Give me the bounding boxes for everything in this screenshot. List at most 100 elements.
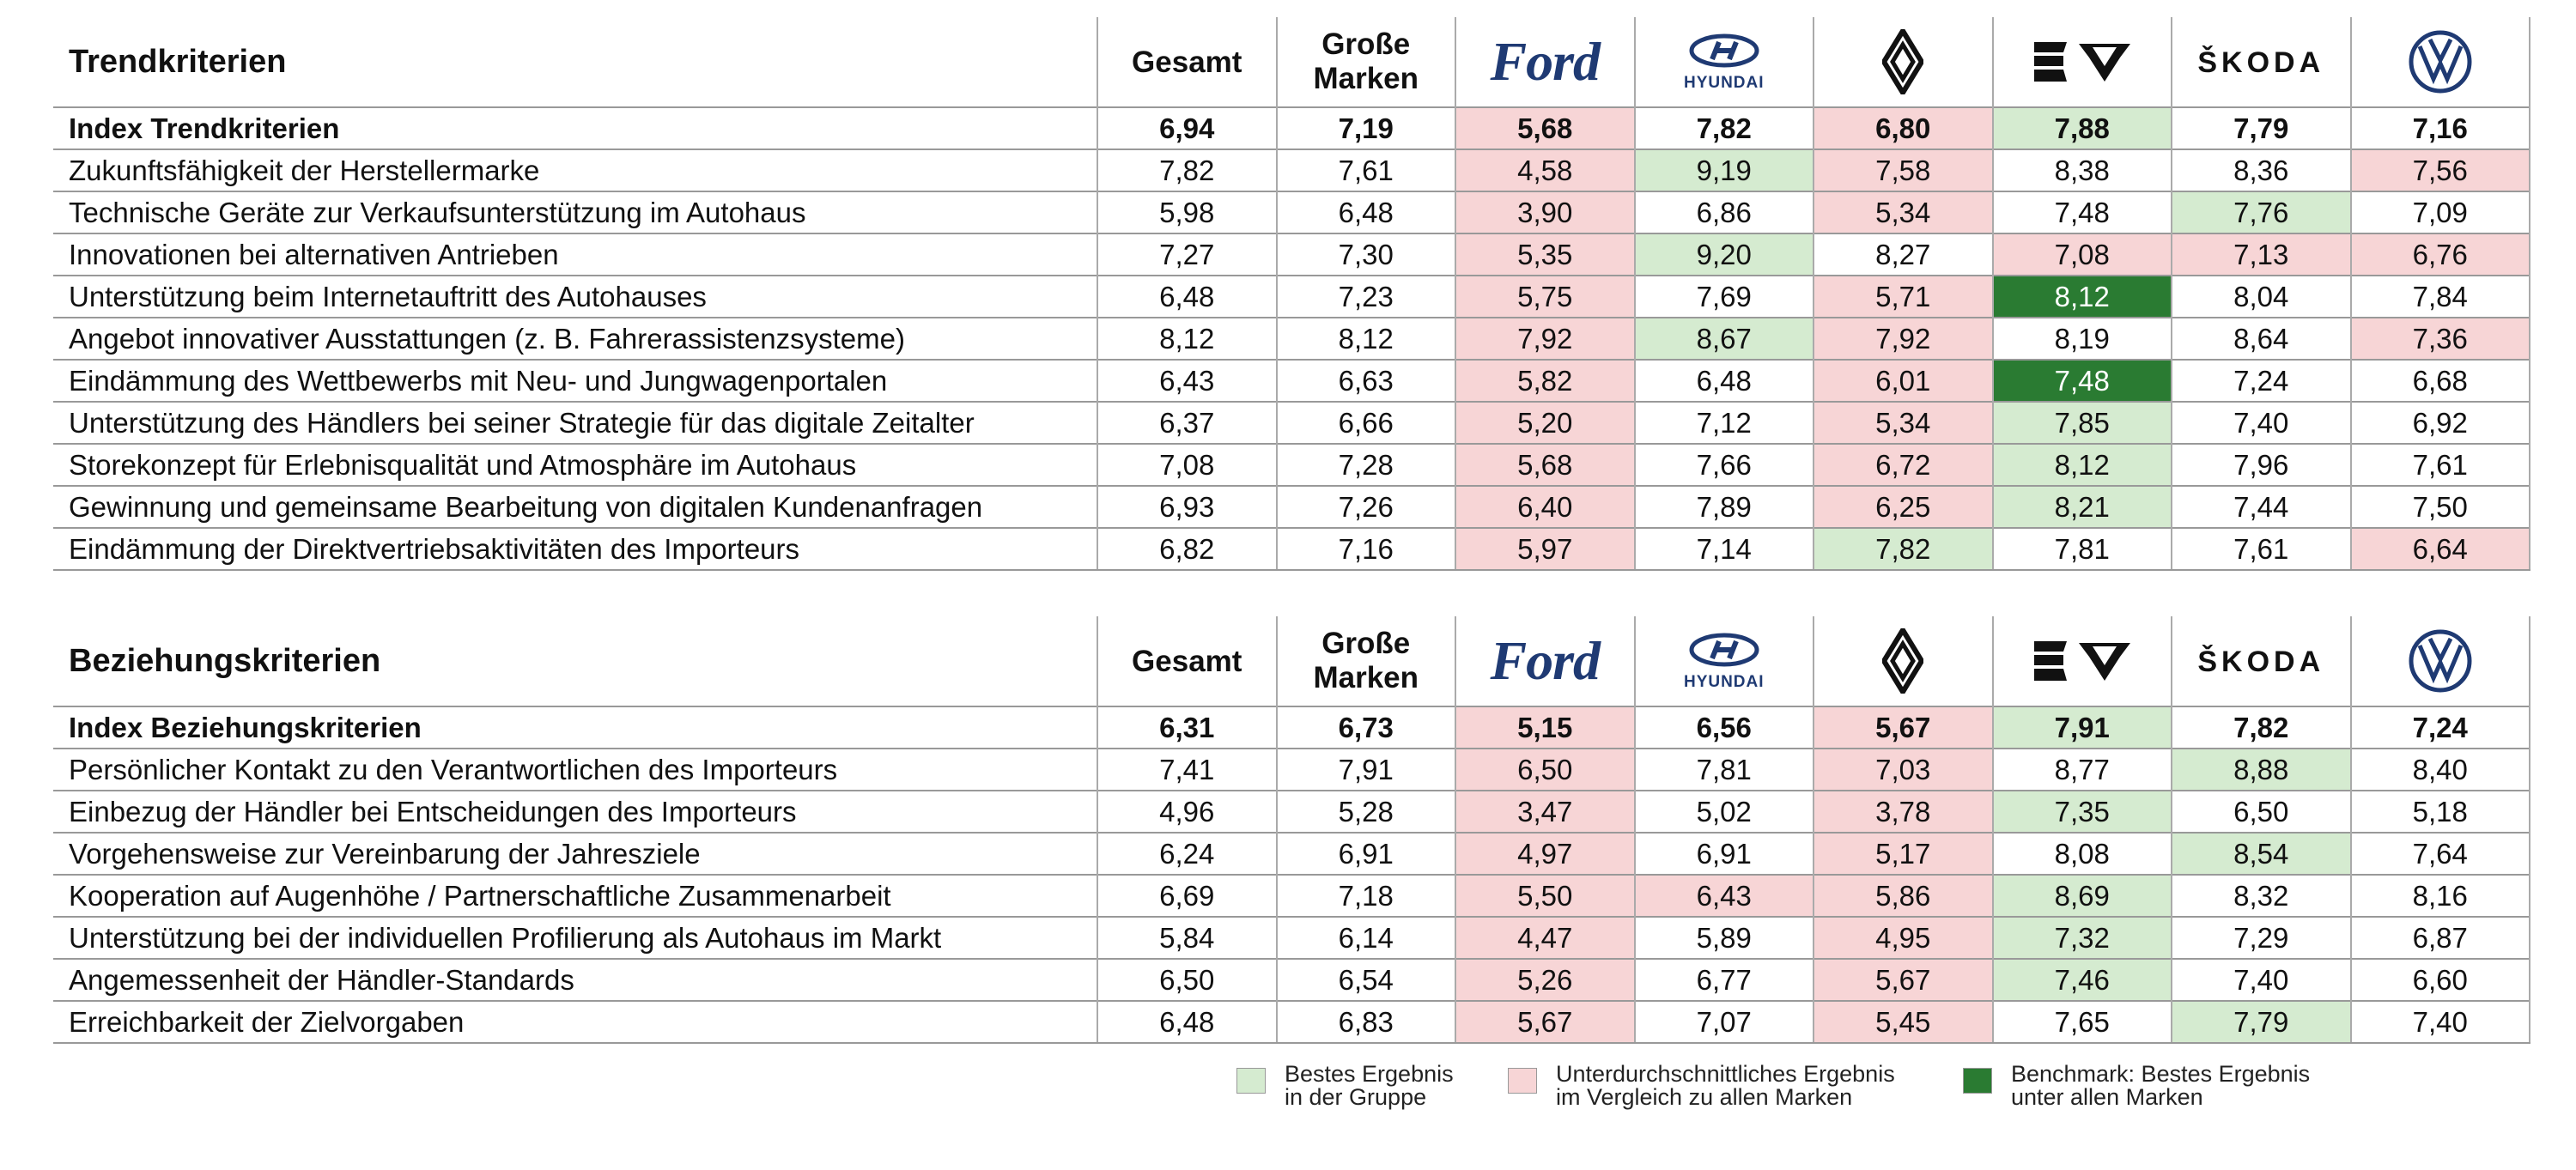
value-cell: 8,12 <box>1275 317 1455 360</box>
value-cell: 5,17 <box>1813 832 1993 875</box>
value-cell: 7,28 <box>1275 443 1455 486</box>
table-row: Erreichbarkeit der Zielvorgaben 6,48 6,83 5… <box>53 1000 2530 1044</box>
value-cell: 7,69 <box>1633 275 1814 318</box>
value-cell: 8,69 <box>1991 874 2172 917</box>
value-cell: 5,97 <box>1455 527 1635 571</box>
value-cell: 7,35 <box>1991 790 2172 833</box>
value-cell: 5,45 <box>1813 1000 1993 1044</box>
seat-cupra-icon <box>2033 42 2130 82</box>
value-cell: 7,85 <box>1991 401 2172 444</box>
table-row: Eindämmung des Wettbewerbs mit Neu- und … <box>53 359 2530 402</box>
value-cell: 6,48 <box>1275 191 1455 233</box>
legend-swatch-red <box>1508 1068 1537 1094</box>
row-label: Eindämmung der Direktvertriebsaktivitäte… <box>53 527 1097 571</box>
legend-label: Benchmark: Bestes Ergebnis unter allen Ma… <box>2011 1063 2310 1109</box>
value-cell: 6,86 <box>1633 191 1814 233</box>
trend-criteria-table: Trendkriterien Gesamt Große Marken Ford H… <box>53 17 2530 571</box>
value-cell: 6,60 <box>2349 958 2530 1001</box>
value-cell: 6,50 <box>1097 958 1277 1001</box>
header-grosse-line1: Große <box>1321 27 1411 61</box>
value-cell: 7,14 <box>1633 527 1814 571</box>
value-cell: 7,08 <box>1097 443 1277 486</box>
value-cell: 7,79 <box>2171 1000 2351 1044</box>
value-cell: 6,73 <box>1275 706 1455 749</box>
table-row: Vorgehensweise zur Vereinbarung der Jahr… <box>53 832 2530 875</box>
value-cell: 6,94 <box>1097 106 1277 149</box>
value-cell: 6,68 <box>2349 359 2530 402</box>
table-row: Persönlicher Kontakt zu den Verantwortli… <box>53 748 2530 791</box>
value-cell: 8,04 <box>2171 275 2351 318</box>
table-row: Zukunftsfähigkeit der Herstellermarke 7,8… <box>53 149 2530 191</box>
value-cell: 6,66 <box>1275 401 1455 444</box>
value-cell: 8,88 <box>2171 748 2351 791</box>
value-cell: 6,48 <box>1097 275 1277 318</box>
value-cell: 6,76 <box>2349 233 2530 276</box>
row-label: Erreichbarkeit der Zielvorgaben <box>53 1000 1097 1044</box>
value-cell: 6,93 <box>1097 485 1277 528</box>
value-cell: 6,87 <box>2349 916 2530 959</box>
row-label: Zukunftsfähigkeit der Herstellermarke <box>53 149 1097 191</box>
value-cell: 6,82 <box>1097 527 1277 571</box>
value-cell: 6,31 <box>1097 706 1277 749</box>
value-cell: 6,72 <box>1813 443 1993 486</box>
value-cell: 6,50 <box>2171 790 2351 833</box>
value-cell: 7,29 <box>2171 916 2351 959</box>
value-cell: 6,43 <box>1097 359 1277 402</box>
table-header-row: Beziehungskriterien Gesamt Große Marken F… <box>53 616 2530 706</box>
header-cupra-seat <box>1991 616 2172 706</box>
row-label: Kooperation auf Augenhöhe / Partnerschaf… <box>53 874 1097 917</box>
header-gesamt: Gesamt <box>1097 17 1277 107</box>
value-cell: 7,91 <box>1991 706 2172 749</box>
table-row: Einbezug der Händler bei Entscheidungen … <box>53 790 2530 833</box>
header-ford: Ford <box>1455 17 1635 107</box>
value-cell: 7,24 <box>2349 706 2530 749</box>
value-cell: 3,78 <box>1813 790 1993 833</box>
ford-logo: Ford <box>1490 630 1601 691</box>
value-cell: 7,46 <box>1991 958 2172 1001</box>
value-cell: 4,47 <box>1455 916 1635 959</box>
table-row: Innovationen bei alternativen Antrieben 7… <box>53 233 2530 276</box>
value-cell: 6,54 <box>1275 958 1455 1001</box>
value-cell: 7,16 <box>1275 527 1455 571</box>
value-cell: 6,48 <box>1633 359 1814 402</box>
header-renault <box>1813 616 1993 706</box>
value-cell: 6,24 <box>1097 832 1277 875</box>
vw-logo-icon <box>2409 629 2472 693</box>
renault-diamond-icon <box>1882 628 1924 694</box>
value-cell: 4,58 <box>1455 149 1635 191</box>
legend-label-line2: unter allen Marken <box>2011 1084 2203 1110</box>
value-cell: 4,97 <box>1455 832 1635 875</box>
table-row: Gewinnung und gemeinsame Bearbeitung von… <box>53 485 2530 528</box>
value-cell: 7,66 <box>1633 443 1814 486</box>
legend: Bestes Ergebnis in der Gruppe Unterdurchs… <box>1236 1063 2524 1114</box>
header-grosse-line2: Marken <box>1313 62 1419 95</box>
skoda-logo: ŠKODA <box>2197 646 2325 679</box>
value-cell: 8,54 <box>2171 832 2351 875</box>
value-cell: 8,12 <box>1991 443 2172 486</box>
value-cell: 7,44 <box>2171 485 2351 528</box>
table-title: Trendkriterien <box>69 44 287 80</box>
value-cell: 7,82 <box>1097 149 1277 191</box>
hyundai-emblem-icon <box>1689 33 1759 67</box>
value-cell: 5,67 <box>1455 1000 1635 1044</box>
value-cell: 8,64 <box>2171 317 2351 360</box>
value-cell: 6,91 <box>1633 832 1814 875</box>
value-cell: 8,16 <box>2349 874 2530 917</box>
value-cell: 7,81 <box>1991 527 2172 571</box>
table-row: Angemessenheit der Händler-Standards 6,50… <box>53 958 2530 1001</box>
value-cell: 6,01 <box>1813 359 1993 402</box>
legend-label-line2: im Vergleich zu allen Marken <box>1556 1084 1853 1110</box>
row-label: Technische Geräte zur Verkaufsunterstütz… <box>53 191 1097 233</box>
row-label: Index Beziehungskriterien <box>53 706 1097 749</box>
value-cell: 5,71 <box>1813 275 1993 318</box>
header-cupra-seat <box>1991 17 2172 107</box>
value-cell: 6,77 <box>1633 958 1814 1001</box>
header-grosse-marken: Große Marken <box>1275 616 1455 706</box>
value-cell: 4,96 <box>1097 790 1277 833</box>
value-cell: 7,65 <box>1991 1000 2172 1044</box>
header-skoda: ŠKODA <box>2171 17 2351 107</box>
value-cell: 6,69 <box>1097 874 1277 917</box>
value-cell: 5,18 <box>2349 790 2530 833</box>
header-hyundai: HYUNDAI <box>1633 616 1814 706</box>
value-cell: 7,76 <box>2171 191 2351 233</box>
